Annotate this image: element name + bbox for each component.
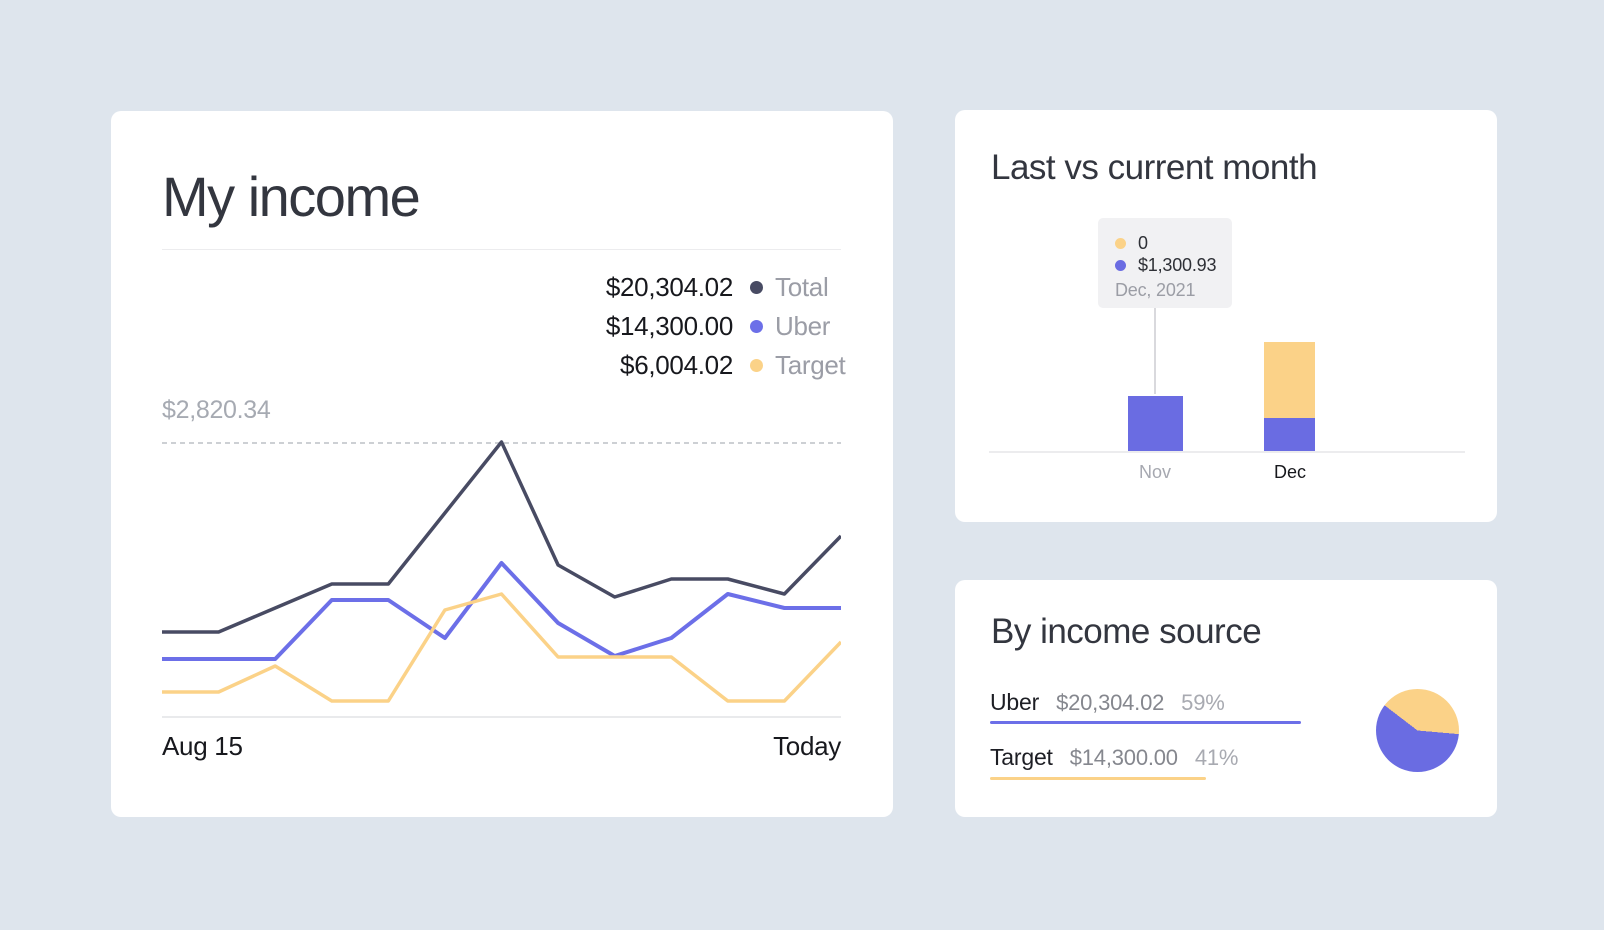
total-value: $20,304.02 (605, 272, 733, 302)
income-line-chart[interactable] (162, 430, 843, 718)
source-target-value: $14,300.00 (1069, 745, 1178, 770)
x-axis-start-label: Aug 15 (162, 731, 243, 761)
line-chart-svg[interactable] (162, 430, 843, 718)
tooltip-period: Dec, 2021 (1115, 280, 1196, 300)
source-card-title: By income source (991, 612, 1262, 651)
income-source-card: By income source Uber $20,304.02 59% Tar… (955, 580, 1497, 817)
total-series-dot-icon (750, 281, 763, 294)
month-card-title: Last vs current month (991, 148, 1318, 187)
uber-label: Uber (775, 311, 831, 341)
x-axis-end-label: Today (773, 731, 841, 761)
uber-series-dot-icon (750, 320, 763, 333)
income-chart-baseline (162, 716, 841, 718)
uber-value: $14,300.00 (605, 311, 733, 341)
target-value: $6,004.02 (620, 350, 733, 380)
total-label: Total (775, 272, 829, 302)
source-target-percent: 41% (1194, 745, 1239, 770)
source-row-uber: Uber $20,304.02 59% (990, 689, 1225, 716)
source-target-label: Target (990, 744, 1053, 770)
category-label-dec: Dec (1273, 462, 1306, 482)
source-row-target: Target $14,300.00 41% (990, 744, 1238, 771)
income-source-pie-chart[interactable] (1376, 689, 1459, 772)
income-card: My income $20,304.02 Total $14,300.00 Ub… (111, 111, 893, 817)
tooltip-uber-row: $1,300.93 (1115, 254, 1232, 276)
uber-dot-icon (1115, 259, 1126, 271)
target-dot-icon (1115, 237, 1126, 249)
tooltip-pointer-line (1154, 308, 1156, 394)
legend-row-uber[interactable]: $14,300.00 Uber (606, 307, 843, 346)
bar-dec-target-segment[interactable] (1264, 342, 1315, 418)
source-uber-label: Uber (990, 689, 1040, 715)
income-card-title: My income (162, 165, 421, 228)
month-comparison-card: Last vs current month 0 $1,300.93 Dec, 2… (955, 110, 1497, 522)
legend-row-total[interactable]: $20,304.02 Total (606, 268, 843, 307)
income-chart-legend: $20,304.02 Total $14,300.00 Uber $6,004.… (606, 268, 846, 385)
bar-dec[interactable] (1264, 342, 1315, 451)
tooltip-uber-value: $1,300.93 (1138, 254, 1217, 275)
tooltip-target-row: 0 (1115, 232, 1232, 254)
bar-dec-uber-segment[interactable] (1264, 418, 1315, 451)
bar-nov[interactable] (1128, 396, 1183, 451)
bar-tooltip: 0 $1,300.93 Dec, 2021 (1098, 218, 1232, 308)
source-uber-percent: 59% (1181, 690, 1225, 715)
bar-chart-baseline (989, 451, 1465, 453)
legend-row-target[interactable]: $6,004.02 Target (606, 346, 846, 385)
source-uber-value: $20,304.02 (1056, 690, 1165, 715)
bar-nov-uber-segment[interactable] (1128, 396, 1183, 451)
reference-line-label: $2,820.34 (162, 396, 271, 424)
target-series-dot-icon (750, 359, 763, 372)
tooltip-target-value: 0 (1138, 232, 1148, 253)
source-uber-underline (990, 721, 1301, 724)
income-card-divider (162, 249, 841, 250)
category-label-nov: Nov (1138, 462, 1171, 482)
target-label: Target (775, 350, 846, 380)
source-target-underline (990, 777, 1206, 780)
